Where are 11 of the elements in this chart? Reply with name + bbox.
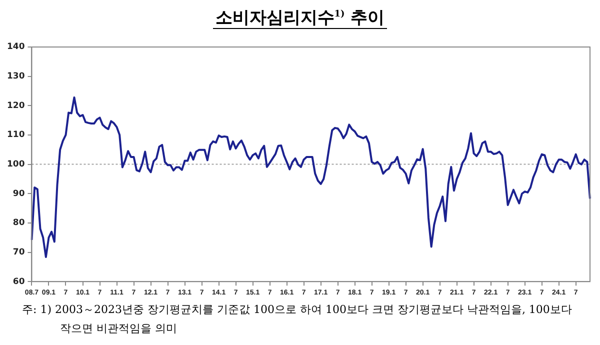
chart-title: 소비자심리지수$^{1)}$ 추이 <box>213 8 387 29</box>
y-tick-label: 110 <box>6 130 25 140</box>
y-tick-label: 140 <box>6 42 25 52</box>
y-tick-label: 100 <box>6 160 25 170</box>
y-tick-label: 60 <box>12 276 25 287</box>
y-tick-label: 130 <box>6 72 25 82</box>
y-tick-label: 120 <box>6 100 25 111</box>
text: 주: 1) 2003～2023년중 장기평균치를 기준값 100으로 하여 100보다 크면 장기평균보다 낙관적임을, 100보다 작으면 비관적임을 의미 <box>22 302 573 337</box>
y-tick-label: 80 <box>12 218 25 228</box>
y-tick-label: 70 <box>12 247 25 258</box>
y-tick-label: 90 <box>12 188 25 199</box>
